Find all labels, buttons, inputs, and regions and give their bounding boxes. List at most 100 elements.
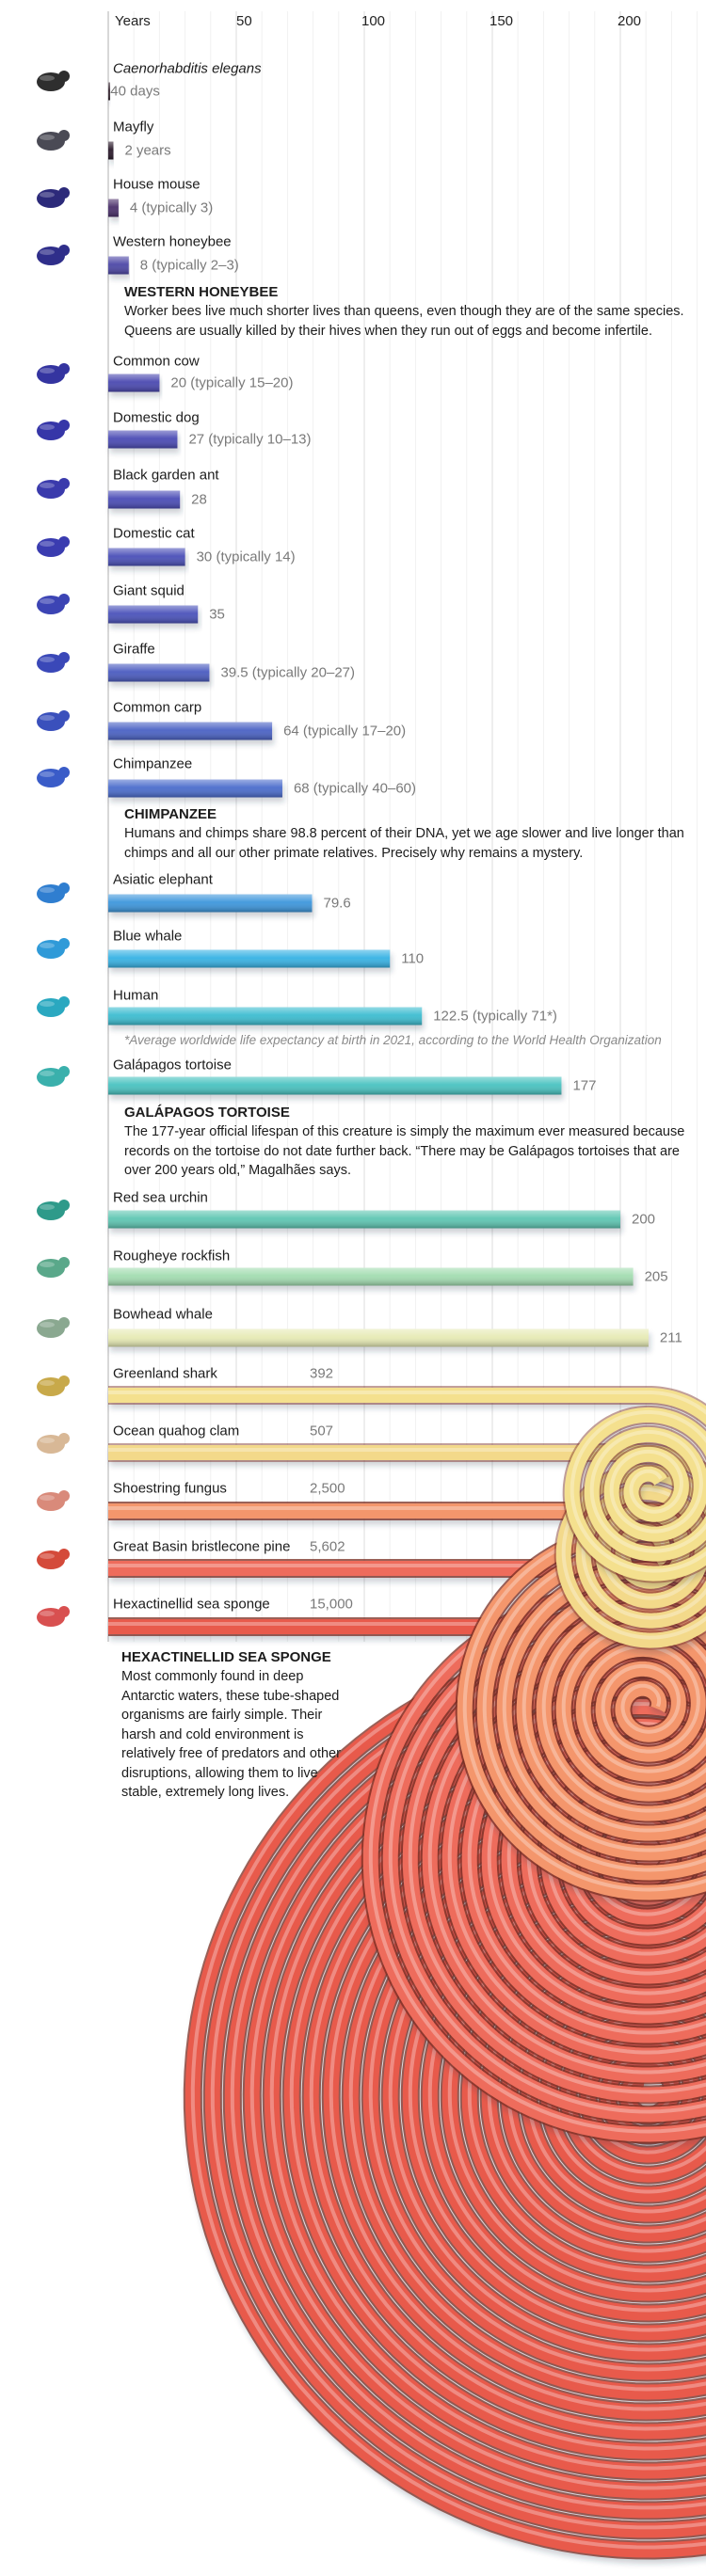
- carp-icon: [26, 699, 75, 740]
- human-footnote: *Average worldwide life expectancy at bi…: [124, 1033, 662, 1047]
- bar-shine: [108, 1076, 562, 1095]
- row-label: Mayfly: [113, 119, 154, 135]
- bar: [108, 1267, 634, 1286]
- value-label: 30 (typically 14): [196, 549, 296, 565]
- bar: [108, 1328, 649, 1347]
- value-label: 68 (typically 40–60): [293, 780, 417, 797]
- bar-shine: [108, 199, 119, 217]
- row-label: Bowhead whale: [113, 1306, 213, 1323]
- spiral-bar: [108, 1617, 706, 2560]
- bar-shine: [108, 1267, 634, 1286]
- bar-shine: [108, 490, 181, 509]
- row-label: Asiatic elephant: [113, 871, 213, 888]
- value-label: 8 (typically 2–3): [139, 257, 239, 274]
- bar-shine: [108, 779, 282, 798]
- sponge-icon: [26, 1595, 75, 1636]
- bar-shine: [108, 663, 210, 682]
- value-label: 28: [191, 491, 207, 508]
- mayfly-icon: [26, 119, 75, 160]
- bar-shine: [108, 1210, 620, 1229]
- bar-shine: [108, 548, 185, 566]
- rockfish-icon: [26, 1246, 75, 1287]
- elephant-icon: [26, 871, 75, 913]
- row-label: Blue whale: [113, 928, 183, 945]
- value-label: 64 (typically 17–20): [283, 723, 407, 739]
- whale-icon: [26, 927, 75, 968]
- note-tortoise: GALÁPAGOS TORTOISE The 177-year official…: [124, 1103, 698, 1181]
- bar: [108, 548, 185, 566]
- bar: [108, 605, 199, 624]
- giraffe-icon: [26, 641, 75, 682]
- row-label: Shoestring fungus: [113, 1480, 227, 1497]
- value-label: 200: [632, 1211, 656, 1228]
- tick-label-200: 200: [618, 13, 642, 29]
- bar-shine: [108, 141, 114, 160]
- note-text: Humans and chimps share 98.8 percent of …: [124, 826, 684, 861]
- bar: [108, 722, 273, 740]
- cat-icon: [26, 525, 75, 566]
- bars: [108, 82, 649, 1347]
- value-label: 35: [209, 606, 225, 623]
- spiral-bars: [108, 1386, 706, 2560]
- row-label: Domestic dog: [113, 409, 200, 426]
- value-label: 4 (typically 3): [129, 199, 214, 216]
- value-label: 122.5 (typically 71*): [433, 1008, 557, 1025]
- bar-shine: [108, 949, 391, 968]
- row-label: Human: [113, 987, 159, 1004]
- row-label: Galápagos tortoise: [113, 1057, 232, 1073]
- value-label: 39.5 (typically 20–27): [220, 664, 356, 681]
- note-chimpanzee: CHIMPANZEE Humans and chimps share 98.8 …: [124, 804, 698, 863]
- note-text: The 177-year official lifespan of this c…: [124, 1124, 685, 1178]
- tortoise-icon: [26, 1055, 75, 1096]
- bar: [108, 430, 178, 449]
- bar: [108, 1076, 562, 1095]
- bar-shine: [108, 722, 273, 740]
- row-label: Great Basin bristlecone pine: [113, 1538, 291, 1555]
- bar-shine: [108, 374, 160, 392]
- row-label: Red sea urchin: [113, 1189, 208, 1206]
- dog-icon: [26, 408, 75, 450]
- cow-icon: [26, 352, 75, 393]
- chimpanzee-icon: [26, 755, 75, 797]
- spiral-highlight: [108, 1622, 706, 2550]
- shark-icon: [26, 1364, 75, 1406]
- value-label: 110: [401, 950, 425, 967]
- clam-icon: [26, 1422, 75, 1463]
- row-label: Black garden ant: [113, 467, 219, 484]
- note-title: WESTERN HONEYBEE: [124, 284, 279, 300]
- value-label: 392: [310, 1365, 334, 1382]
- value-label: 40 days: [110, 83, 160, 100]
- bowhead-whale-icon: [26, 1306, 75, 1347]
- row-label: House mouse: [113, 176, 201, 193]
- bar: [108, 141, 114, 160]
- bar-shine: [108, 82, 110, 101]
- value-label: 79.6: [323, 895, 351, 912]
- spiral-highlight: [108, 1391, 706, 1573]
- tick-label-50: 50: [236, 13, 252, 29]
- note-title: HEXACTINELLID SEA SPONGE: [121, 1649, 331, 1665]
- bar-shine: [108, 1007, 423, 1026]
- row-label: Caenorhabditis elegans: [113, 60, 262, 77]
- fungus-icon: [26, 1479, 75, 1520]
- note-text: Worker bees live much shorter lives than…: [124, 304, 684, 339]
- value-label: 27 (typically 10–13): [188, 431, 312, 448]
- note-title: CHIMPANZEE: [124, 806, 217, 822]
- row-label: Giraffe: [113, 641, 155, 658]
- row-label: Common cow: [113, 353, 200, 370]
- row-label: Rougheye rockfish: [113, 1248, 231, 1264]
- note-sponge: HEXACTINELLID SEA SPONGE Most commonly f…: [121, 1647, 347, 1803]
- human-icon: [26, 985, 75, 1026]
- bar: [108, 82, 110, 101]
- bar-shine: [108, 430, 178, 449]
- bar-shine: [108, 1328, 649, 1347]
- row-label: Western honeybee: [113, 233, 232, 250]
- value-label: 5,602: [310, 1538, 345, 1555]
- value-label: 205: [644, 1268, 668, 1285]
- axis-unit-label: Years: [115, 13, 151, 29]
- row-label: Common carp: [113, 699, 202, 716]
- value-label: 2,500: [310, 1480, 345, 1497]
- row-label: Chimpanzee: [113, 755, 193, 772]
